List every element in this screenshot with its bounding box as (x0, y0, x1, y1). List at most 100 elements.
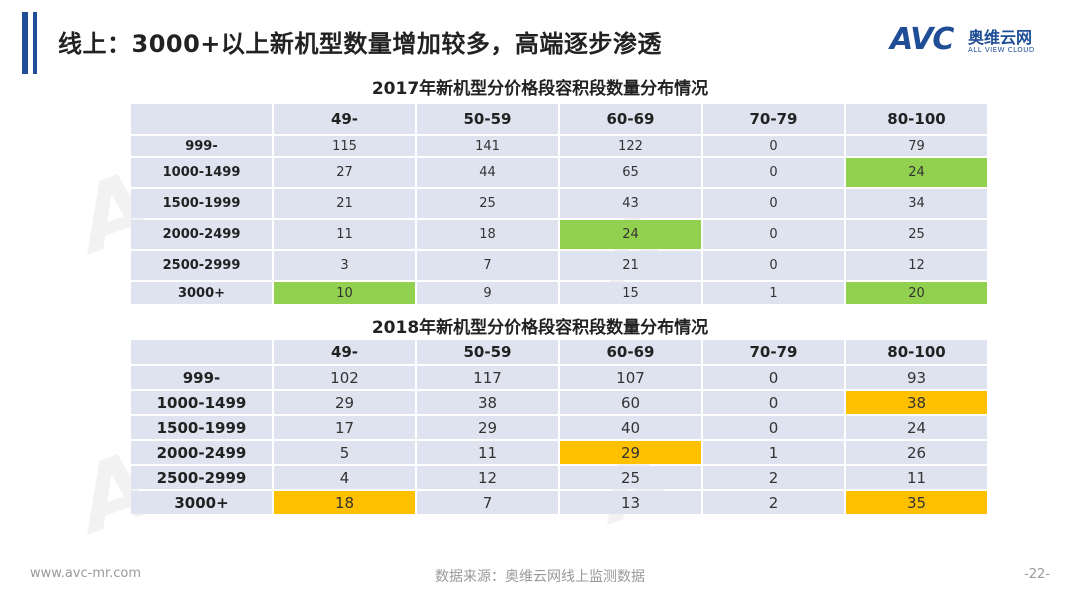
table-cell: 107 (560, 366, 701, 389)
table-cell: 21 (560, 251, 701, 280)
table-cell: 115 (274, 136, 415, 156)
table-cell: 9 (417, 282, 558, 304)
column-header: 60-69 (560, 104, 701, 134)
row-header: 999- (131, 366, 272, 389)
table-cell: 38 (417, 391, 558, 414)
table-cell: 0 (703, 220, 844, 249)
table-cell: 4 (274, 466, 415, 489)
table-cell: 102 (274, 366, 415, 389)
table-cell: 1 (703, 282, 844, 304)
column-header: 50-59 (417, 104, 558, 134)
page-number: -22- (1024, 567, 1050, 582)
footer-source: 数据来源：奥维云网线上监测数据 (435, 569, 645, 585)
table-cell: 0 (703, 189, 844, 218)
table-cell: 5 (274, 441, 415, 464)
table-cell: 25 (846, 220, 987, 249)
table-cell: 12 (417, 466, 558, 489)
row-header: 2500-2999 (131, 251, 272, 280)
table-2017: 49- 50-59 60-69 70-79 80-100 999- 115 14… (129, 102, 989, 306)
table-header-row: 49- 50-59 60-69 70-79 80-100 (131, 340, 987, 364)
highlighted-cell: 18 (274, 491, 415, 514)
table-row: 2500-2999 3 7 21 0 12 (131, 251, 987, 280)
column-header (131, 340, 272, 364)
table-cell: 17 (274, 416, 415, 439)
table-cell: 24 (846, 416, 987, 439)
highlighted-cell: 29 (560, 441, 701, 464)
table-cell: 3 (274, 251, 415, 280)
table-cell: 18 (417, 220, 558, 249)
table-cell: 122 (560, 136, 701, 156)
row-header: 3000+ (131, 282, 272, 304)
table-header-row: 49- 50-59 60-69 70-79 80-100 (131, 104, 987, 134)
table-cell: 0 (703, 136, 844, 156)
column-header: 70-79 (703, 340, 844, 364)
table-cell: 2 (703, 491, 844, 514)
table-cell: 29 (274, 391, 415, 414)
highlighted-cell: 20 (846, 282, 987, 304)
table-cell: 27 (274, 158, 415, 187)
table-cell: 12 (846, 251, 987, 280)
table-cell: 21 (274, 189, 415, 218)
row-header: 3000+ (131, 491, 272, 514)
table-row: 2000-2499 11 18 24 0 25 (131, 220, 987, 249)
table-cell: 7 (417, 491, 558, 514)
logo-english-name: ALL VIEW CLOUD (968, 46, 1035, 54)
highlighted-cell: 24 (560, 220, 701, 249)
table-cell: 0 (703, 391, 844, 414)
highlighted-cell: 10 (274, 282, 415, 304)
column-header: 80-100 (846, 340, 987, 364)
title-accent-bar (33, 12, 37, 74)
highlighted-cell: 38 (846, 391, 987, 414)
table-2017-title: 2017年新机型分价格段容积段数量分布情况 (371, 79, 709, 99)
avc-logo: AVC 奥维云网 ALL VIEW CLOUD (890, 22, 1050, 58)
table-cell: 11 (274, 220, 415, 249)
column-header: 49- (274, 104, 415, 134)
table-row: 999- 102 117 107 0 93 (131, 366, 987, 389)
row-header: 1000-1499 (131, 391, 272, 414)
table-cell: 11 (417, 441, 558, 464)
table-cell: 93 (846, 366, 987, 389)
table-cell: 11 (846, 466, 987, 489)
row-header: 999- (131, 136, 272, 156)
table-cell: 25 (560, 466, 701, 489)
highlighted-cell: 35 (846, 491, 987, 514)
table-2018-title: 2018年新机型分价格段容积段数量分布情况 (371, 318, 709, 338)
row-header: 1500-1999 (131, 416, 272, 439)
table-cell: 2 (703, 466, 844, 489)
table-cell: 0 (703, 416, 844, 439)
table-cell: 26 (846, 441, 987, 464)
table-cell: 0 (703, 251, 844, 280)
table-cell: 141 (417, 136, 558, 156)
column-header: 70-79 (703, 104, 844, 134)
table-cell: 117 (417, 366, 558, 389)
table-cell: 29 (417, 416, 558, 439)
table-cell: 7 (417, 251, 558, 280)
row-header: 1000-1499 (131, 158, 272, 187)
table-cell: 43 (560, 189, 701, 218)
row-header: 2000-2499 (131, 441, 272, 464)
table-cell: 0 (703, 158, 844, 187)
column-header: 80-100 (846, 104, 987, 134)
column-header: 50-59 (417, 340, 558, 364)
logo-chinese-name: 奥维云网 (968, 28, 1033, 47)
logo-mark: AVC (890, 22, 954, 57)
table-cell: 0 (703, 366, 844, 389)
table-row: 2000-2499 5 11 29 1 26 (131, 441, 987, 464)
table-cell: 1 (703, 441, 844, 464)
table-row: 1500-1999 21 25 43 0 34 (131, 189, 987, 218)
column-header: 49- (274, 340, 415, 364)
table-cell: 34 (846, 189, 987, 218)
table-row: 1500-1999 17 29 40 0 24 (131, 416, 987, 439)
table-cell: 15 (560, 282, 701, 304)
table-row: 3000+ 18 7 13 2 35 (131, 491, 987, 514)
table-cell: 25 (417, 189, 558, 218)
column-header (131, 104, 272, 134)
table-row: 1000-1499 27 44 65 0 24 (131, 158, 987, 187)
table-cell: 65 (560, 158, 701, 187)
row-header: 2500-2999 (131, 466, 272, 489)
table-cell: 60 (560, 391, 701, 414)
column-header: 60-69 (560, 340, 701, 364)
title-accent-bar (22, 12, 28, 74)
row-header: 2000-2499 (131, 220, 272, 249)
table-row: 999- 115 141 122 0 79 (131, 136, 987, 156)
